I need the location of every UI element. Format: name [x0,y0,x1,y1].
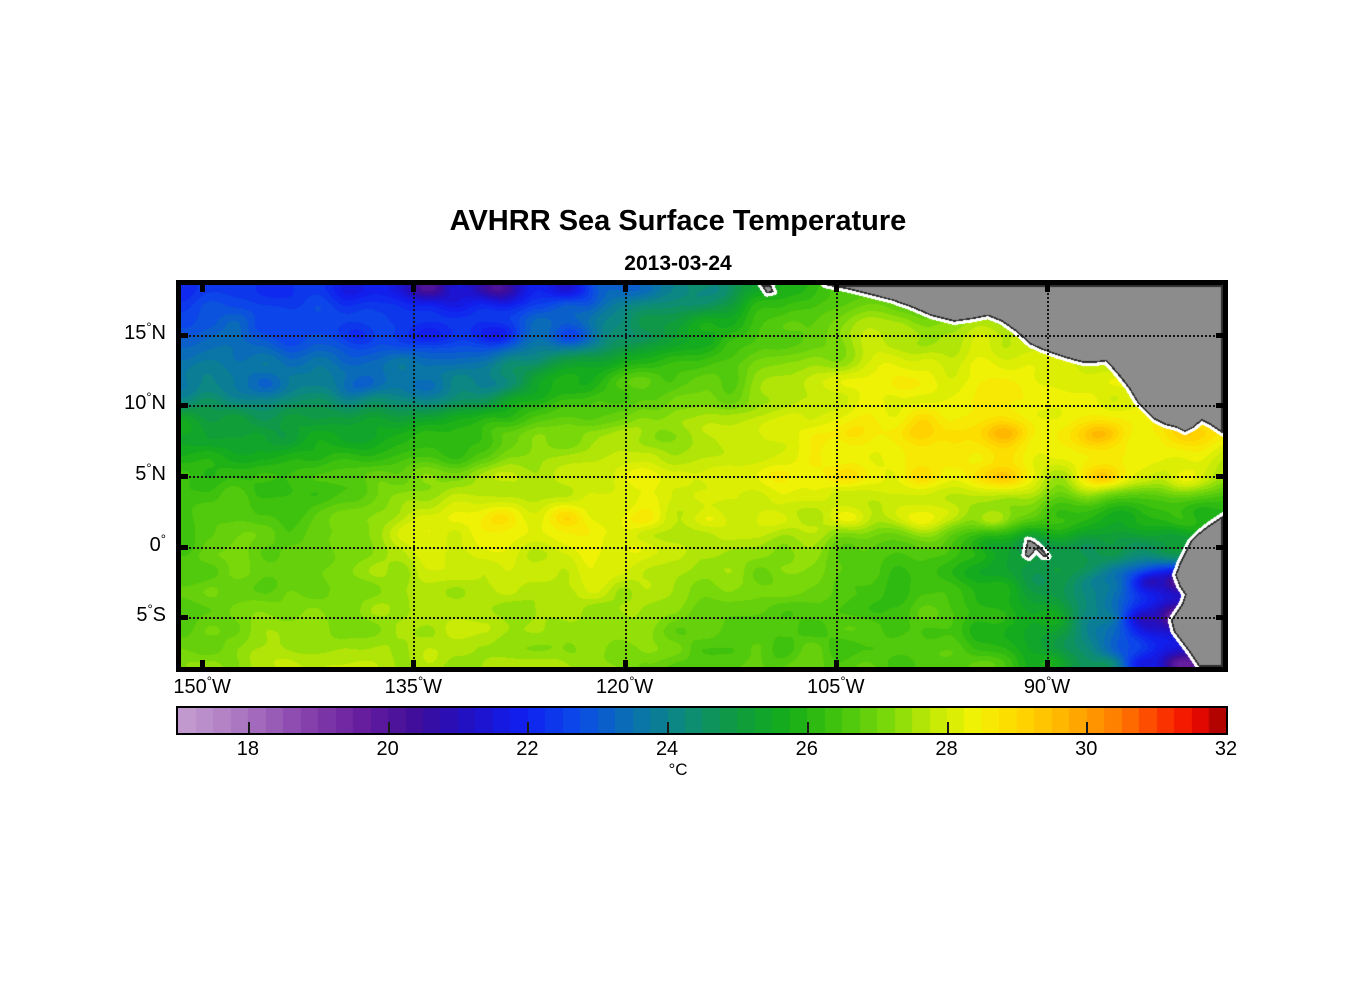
tick-mark-latitude [176,474,188,479]
tick-mark-longitude [200,280,206,292]
longitude-tick-label: 120°W [595,673,654,698]
latitude-tick-label: 10°N [124,389,166,415]
tick-mark-latitude [176,615,188,621]
latitude-tick-label: 5°S [136,601,166,627]
latitude-tick-label: 0° [149,531,166,556]
longitude-tick-label: 150°W [173,673,231,698]
colorbar-tick-mark [527,722,530,733]
gridline-latitude [181,476,1223,478]
colorbar-tick-mark [1086,722,1089,733]
colorbar-unit-label: °C [668,760,688,779]
longitude-tick-label: 105°W [807,673,865,698]
tick-mark-latitude [1216,544,1228,550]
tick-mark-latitude [1216,615,1228,621]
tick-mark-latitude [176,544,188,550]
tick-mark-latitude [1216,403,1228,409]
tick-mark-longitude [1044,280,1050,292]
temperature-colorbar[interactable] [176,706,1228,735]
tick-mark-longitude [833,280,839,292]
colorbar-tick-mark [667,722,670,733]
colorbar-tick-label: 32 [1214,738,1238,760]
chart-subtitle: 2013-03-24 [624,252,732,275]
gridline-longitude [835,285,838,667]
colorbar-tick-label: 22 [516,738,539,760]
longitude-tick-label: 135°W [384,673,443,698]
chart-title: AVHRR Sea Surface Temperature [449,205,907,237]
colorbar-tick-mark [806,722,809,733]
colorbar-tick-label: 24 [655,738,679,760]
colorbar-tick-mark [247,722,250,733]
colorbar-gradient [178,708,1226,733]
tick-mark-latitude [176,332,188,338]
gridline-latitude [181,334,1223,337]
tick-mark-longitude [411,280,417,292]
tick-mark-latitude [1216,332,1228,338]
colorbar-tick-mark [946,722,949,733]
colorbar-tick-label: 20 [376,738,399,760]
tick-mark-latitude [176,403,188,409]
longitude-tick-label: 90°W [1023,673,1071,698]
tick-mark-longitude [1044,660,1050,672]
tick-mark-longitude [411,660,417,672]
gridline-latitude [181,617,1223,620]
gridline-latitude [181,546,1223,549]
colorbar-tick-label: 28 [935,738,958,760]
colorbar-tick-label: 30 [1075,738,1098,760]
tick-mark-longitude [833,660,839,672]
tick-mark-latitude [1216,474,1228,479]
gridline-longitude [1046,285,1049,667]
colorbar-tick-mark [387,722,390,733]
gridline-longitude [413,285,416,667]
latitude-tick-label: 15°N [124,318,166,344]
tick-mark-longitude [200,660,206,672]
map-plot-area[interactable] [176,280,1228,672]
gridline-latitude [181,405,1223,408]
latitude-tick-label: 5°N [135,460,166,485]
tick-mark-longitude [622,660,628,672]
colorbar-tick-label: 26 [795,738,818,760]
gridline-longitude [624,285,627,667]
tick-mark-longitude [622,280,628,292]
colorbar-tick-label: 18 [236,738,259,760]
